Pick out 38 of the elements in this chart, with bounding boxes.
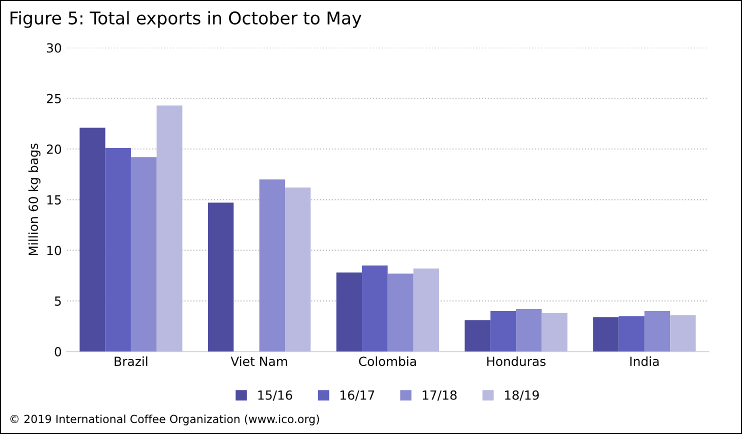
bar (259, 179, 285, 352)
bar (670, 315, 696, 352)
x-tick-label: Viet Nam (230, 356, 288, 366)
y-tick-label: 30 (46, 43, 62, 53)
x-tick-label: Brazil (114, 356, 148, 366)
bar (618, 316, 644, 352)
bar (413, 268, 440, 352)
bar (388, 274, 414, 352)
bar (336, 272, 362, 352)
x-tick-label: India (630, 356, 659, 366)
bar (490, 311, 516, 352)
bar (516, 309, 542, 352)
y-tick-label: 5 (54, 296, 61, 306)
bar (80, 128, 106, 352)
y-tick-label: 10 (47, 246, 62, 256)
bar (285, 187, 311, 352)
bar (362, 265, 388, 352)
legend-label: 15/16 (258, 390, 292, 401)
bar (464, 320, 490, 352)
y-axis-title: Million 60 kg bags (28, 144, 40, 256)
legend-label: 18/19 (505, 390, 539, 401)
legend-label: 17/18 (422, 390, 457, 401)
x-tick-label: Colombia (359, 356, 416, 366)
bar (593, 317, 619, 352)
chart-title: Figure 5: Total exports in October to May (10, 11, 362, 28)
y-tick-label: 0 (54, 347, 62, 356)
x-tick-label: Honduras (487, 356, 546, 366)
y-tick-label: 25 (46, 94, 61, 104)
y-tick-label: 15 (47, 195, 61, 205)
bar (644, 311, 670, 352)
y-tick-label: 20 (46, 144, 62, 154)
text: © 2019 International Coffee Organization (www.ico.org) (10, 414, 320, 426)
bar (156, 105, 182, 352)
legend-label: 16/17 (340, 390, 374, 401)
bar (208, 202, 234, 352)
bar (542, 313, 568, 352)
bar (130, 157, 157, 352)
bar (105, 148, 131, 352)
